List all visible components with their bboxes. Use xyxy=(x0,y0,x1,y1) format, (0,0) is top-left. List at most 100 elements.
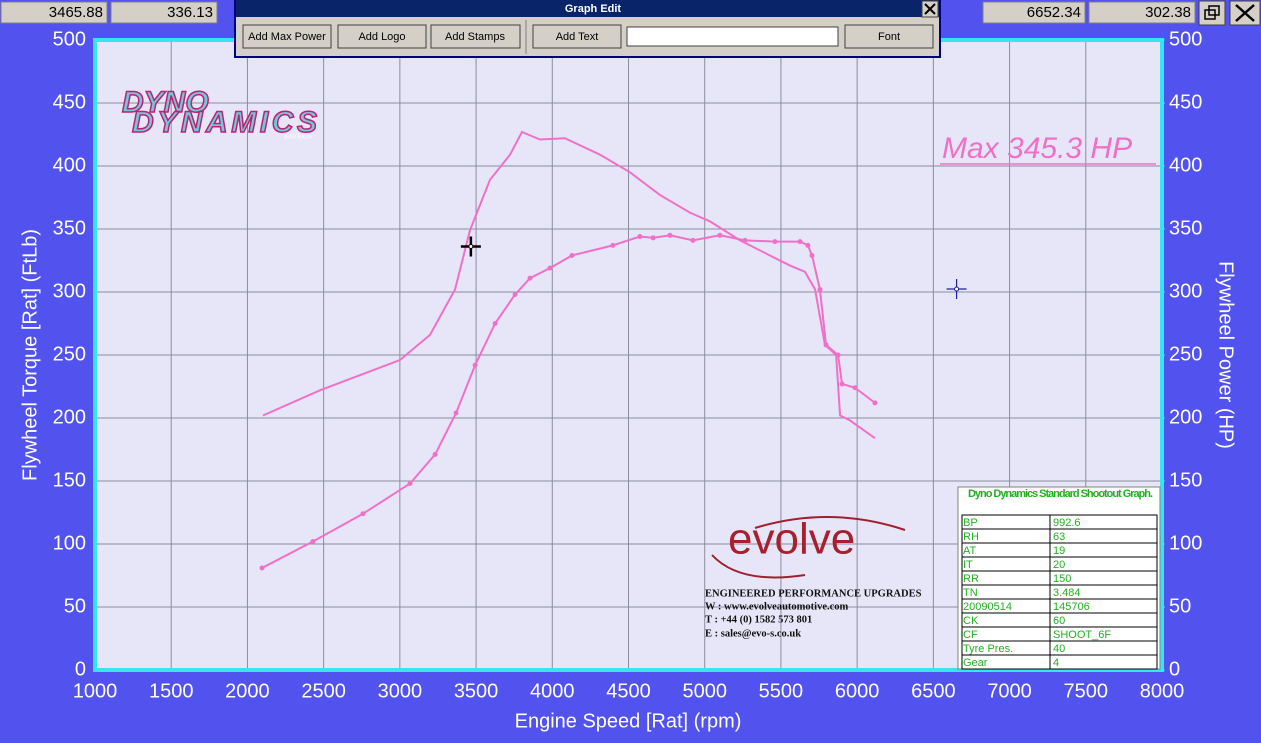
stamp-label: TN xyxy=(963,587,978,599)
point xyxy=(259,565,265,571)
button-label[interactable]: Add Stamps xyxy=(445,31,505,43)
stamp-value: 40 xyxy=(1053,643,1065,655)
stamp-label: CF xyxy=(963,629,978,641)
logo: DYNO DYNAMICS AUSTRALIA xyxy=(121,85,318,140)
x-axis-title: Engine Speed [Rat] (rpm) xyxy=(515,710,742,732)
x-tick-label: 4500 xyxy=(606,680,651,702)
point xyxy=(637,234,643,240)
x-tick-label: 2000 xyxy=(225,680,270,702)
dialog-close[interactable] xyxy=(921,0,939,18)
button-label[interactable]: Add Text xyxy=(556,31,599,43)
y2-tick-label: 100 xyxy=(1169,532,1202,554)
stamp-value: 145706 xyxy=(1053,601,1090,613)
button[interactable]: Add Text xyxy=(532,24,622,49)
advert-text: E : sales@evo-s.co.uk xyxy=(705,628,801,639)
point xyxy=(527,275,533,281)
button[interactable]: Font xyxy=(844,24,934,49)
x-tick-label: 7500 xyxy=(1064,680,1109,702)
x-tick-label: 3000 xyxy=(378,680,423,702)
x-tick-label: 7000 xyxy=(987,680,1032,702)
x-tick-label: 5500 xyxy=(759,680,804,702)
point xyxy=(839,381,845,387)
advert: evolve ENGINEERED PERFORMANCE UPGRADES W… xyxy=(705,515,922,640)
point xyxy=(492,321,498,326)
y-tick-label: 50 xyxy=(64,595,86,617)
stamp-value: 63 xyxy=(1053,531,1065,543)
y2-tick-label: 50 xyxy=(1169,595,1191,617)
button[interactable]: Add Stamps xyxy=(430,24,521,49)
y2-tick-label: 0 xyxy=(1169,658,1180,680)
point xyxy=(809,252,815,258)
stamp-value: 60 xyxy=(1053,615,1065,627)
x-tick-label: 8000 xyxy=(1140,680,1185,702)
y-tick-label: 150 xyxy=(53,469,86,491)
point xyxy=(797,239,803,245)
logo-text: DYNAMICS xyxy=(132,106,317,139)
y-tick-label: 400 xyxy=(53,154,86,176)
point xyxy=(512,292,518,298)
y2-tick-label: 250 xyxy=(1169,343,1202,365)
x-tick-label: 5000 xyxy=(682,680,727,702)
logo-text: DYNO xyxy=(122,86,209,119)
dialog-title: Graph Edit xyxy=(565,3,622,15)
readout: 3465.88 xyxy=(49,4,103,21)
point xyxy=(569,252,575,258)
readout-box xyxy=(110,1,218,24)
stamp-label: 20090514 xyxy=(963,601,1012,613)
stamp-value: 150 xyxy=(1053,573,1071,585)
point xyxy=(610,242,616,248)
restore-button[interactable] xyxy=(1198,0,1226,26)
button-label[interactable]: Font xyxy=(878,31,900,43)
readout: 6652.34 xyxy=(1027,4,1081,21)
stamp-label: CK xyxy=(963,615,979,627)
point xyxy=(817,286,823,292)
stamp-grid xyxy=(961,514,1158,670)
x-tick-label: 1000 xyxy=(73,680,118,702)
button-label[interactable]: Add Logo xyxy=(358,31,405,43)
button[interactable]: Add Logo xyxy=(337,24,427,49)
point xyxy=(872,400,878,406)
stamp-value: 3.484 xyxy=(1053,587,1081,599)
point xyxy=(310,538,316,544)
y2-axis-title: Flywheel Power (HP) xyxy=(1215,261,1237,449)
y-tick-label: 100 xyxy=(53,532,86,554)
y2-tick-label: 450 xyxy=(1169,91,1202,113)
y-tick-label: 350 xyxy=(53,217,86,239)
stamp-label: Tyre Pres. xyxy=(963,643,1013,655)
point xyxy=(772,239,778,245)
readout: 302.38 xyxy=(1145,4,1191,21)
y2-tick-label: 200 xyxy=(1169,406,1202,428)
plot-lines xyxy=(259,130,967,571)
text-input[interactable] xyxy=(626,26,839,47)
stamp-value: SHOOT_6F xyxy=(1053,629,1111,641)
y2-tick-label: 400 xyxy=(1169,154,1202,176)
button-label[interactable]: Add Max Power xyxy=(248,31,326,43)
y2-tick-label: 300 xyxy=(1169,280,1202,302)
y-tick-label: 500 xyxy=(53,28,86,50)
x-tick-label: 1500 xyxy=(149,680,194,702)
point xyxy=(650,235,656,241)
annotation: Max 345.3 HP xyxy=(942,132,1132,165)
stamp-title: Dyno Dynamics Standard Shootout Graph. xyxy=(968,488,1153,500)
point xyxy=(690,237,696,243)
point xyxy=(823,342,829,348)
readout: 336.13 xyxy=(167,4,213,21)
y-axis-title: Flywheel Torque [Rat] (FtLb) xyxy=(19,229,41,481)
advert-text: ENGINEERED PERFORMANCE UPGRADES xyxy=(705,588,922,599)
x-tick-label: 2500 xyxy=(301,680,346,702)
x-tick-label: 3500 xyxy=(454,680,499,702)
y2-tick-label: 150 xyxy=(1169,469,1202,491)
point xyxy=(407,481,413,487)
series-line xyxy=(262,130,876,439)
stamp-label: RR xyxy=(963,573,979,585)
cursor-center xyxy=(468,243,474,249)
y2-tick-label: 350 xyxy=(1169,217,1202,239)
close-button[interactable] xyxy=(1229,0,1261,26)
button[interactable]: Add Max Power xyxy=(242,24,332,49)
readout-box xyxy=(982,1,1086,24)
x-tick-label: 6500 xyxy=(911,680,956,702)
stamp-value: 4 xyxy=(1053,657,1059,669)
readout-box xyxy=(1088,1,1196,24)
y-tick-label: 450 xyxy=(53,91,86,113)
